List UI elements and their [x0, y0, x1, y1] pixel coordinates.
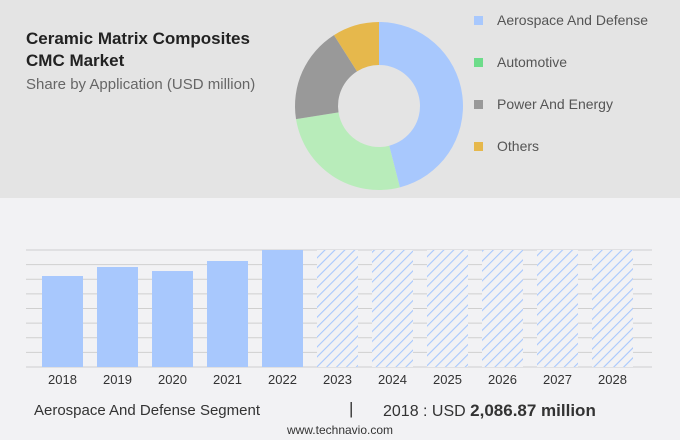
legend-item-power: Power And Energy — [474, 96, 613, 112]
bar-2027 — [537, 250, 578, 367]
legend-item-others: Others — [474, 138, 539, 154]
bar-2021 — [207, 260, 248, 367]
bar-2028 — [592, 250, 633, 367]
x-tick-label: 2020 — [158, 372, 187, 387]
x-tick-label: 2022 — [268, 372, 297, 387]
bar-2019 — [97, 267, 138, 367]
legend-swatch — [474, 15, 483, 25]
year-label: 2018 : USD — [383, 403, 471, 420]
legend-swatch — [474, 141, 483, 151]
x-tick-label: 2018 — [48, 372, 77, 387]
donut-slice-0 — [379, 22, 463, 188]
legend-swatch — [474, 57, 483, 67]
donut-slice-1 — [296, 112, 400, 191]
chart-subtitle: Share by Application (USD million) — [26, 76, 256, 93]
segment-label: Aerospace And Defense Segment — [34, 402, 260, 419]
segment-value: 2018 : USD 2,086.87 million — [383, 401, 596, 421]
bar-2020 — [152, 271, 193, 367]
bar-2025 — [427, 250, 468, 367]
x-tick-label: 2023 — [323, 372, 352, 387]
legend-item-automotive: Automotive — [474, 54, 567, 70]
legend: Aerospace And Defense Automotive Power A… — [474, 12, 674, 162]
x-tick-label: 2026 — [488, 372, 517, 387]
legend-swatch — [474, 99, 483, 109]
x-tick-label: 2019 — [103, 372, 132, 387]
legend-label: Power And Energy — [497, 96, 613, 112]
donut-chart — [294, 22, 463, 191]
x-tick-label: 2027 — [543, 372, 572, 387]
bar-2024 — [372, 250, 413, 367]
bar-chart: 2018 2019 2020 2021 2022 2023 2024 2025 2026 2027… — [26, 249, 652, 387]
legend-label: Automotive — [497, 54, 568, 70]
donut-slice-3 — [333, 22, 379, 72]
x-tick-label: 2028 — [598, 372, 627, 387]
bar-2022 — [262, 250, 303, 367]
bar-2023 — [317, 250, 358, 367]
legend-label: Aerospace And Defense — [497, 12, 648, 28]
value: 2,086.87 million — [470, 401, 596, 420]
separator: | — [349, 399, 354, 418]
donut-slice-2 — [294, 35, 358, 120]
bar-2018 — [42, 275, 83, 367]
x-tick-label: 2021 — [213, 372, 242, 387]
legend-item-aerospace: Aerospace And Defense — [474, 12, 648, 28]
legend-label: Others — [497, 138, 540, 154]
x-tick-label: 2024 — [378, 372, 407, 387]
chart-title: Ceramic Matrix Composites CMC Market — [26, 29, 250, 70]
source-url: www.technavio.com — [286, 423, 394, 437]
x-tick-label: 2025 — [433, 372, 462, 387]
bar-2026 — [482, 250, 523, 367]
